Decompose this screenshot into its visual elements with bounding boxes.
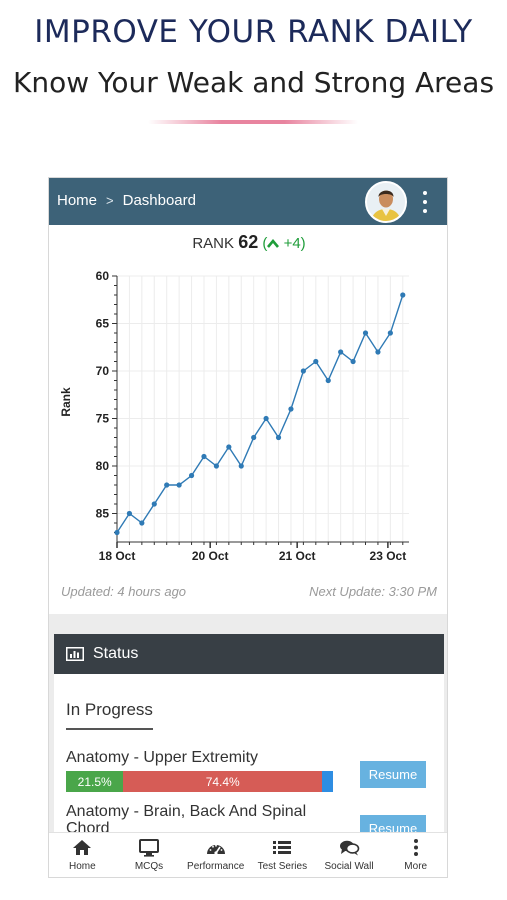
data-point <box>400 292 406 298</box>
breadcrumb-separator: > <box>106 193 114 208</box>
course-name: Anatomy - Upper Extremity <box>66 749 259 766</box>
data-point <box>387 330 393 336</box>
y-tick-label: 65 <box>96 317 110 331</box>
speedometer-icon <box>206 844 225 855</box>
next-update-time: Next Update: 3:30 PM <box>309 584 437 599</box>
data-point <box>188 472 195 479</box>
nav-performance[interactable]: Performance <box>182 833 249 877</box>
arrow-up-icon <box>267 238 280 248</box>
nav-label: Test Series <box>257 861 308 872</box>
promo-divider <box>148 120 358 124</box>
rank-label: RANK <box>192 235 235 252</box>
y-tick-label: 85 <box>96 507 110 521</box>
tab-in-progress[interactable]: In Progress <box>66 700 153 730</box>
data-point <box>350 358 356 365</box>
data-point <box>151 501 157 507</box>
x-tick-label: 23 Oct <box>370 549 407 563</box>
data-point <box>126 510 133 517</box>
rank-series-line <box>116 294 404 533</box>
y-axis-label: Rank <box>59 387 73 417</box>
updated-time: Updated: 4 hours ago <box>61 584 187 599</box>
nav-mcqs[interactable]: MCQs <box>116 833 183 877</box>
nav-label: Home <box>68 861 96 872</box>
data-point <box>375 349 381 355</box>
y-tick-label: 75 <box>96 412 110 426</box>
nav-social-wall[interactable]: Social Wall <box>316 833 383 877</box>
rank-change: ( +4) <box>262 235 305 252</box>
avatar[interactable] <box>365 181 407 223</box>
rank-value: 62 <box>238 232 259 252</box>
home-icon <box>73 840 92 855</box>
chat-icon <box>340 840 360 856</box>
data-point <box>238 463 244 469</box>
x-tick-label: 20 Oct <box>192 549 229 563</box>
data-point <box>313 358 319 365</box>
progress-remaining <box>322 771 333 792</box>
data-point <box>263 415 269 422</box>
promo-title: IMPROVE YOUR RANK DAILY <box>34 14 473 50</box>
data-point <box>164 482 170 488</box>
user-avatar-icon <box>367 183 405 221</box>
bottom-navigation: Home MCQs Performance <box>49 832 447 877</box>
data-point <box>275 434 282 441</box>
y-tick-label: 60 <box>96 269 110 283</box>
nav-more[interactable]: More <box>382 833 447 877</box>
rank-change-open: ( <box>262 235 268 252</box>
nav-home[interactable]: Home <box>49 833 116 877</box>
y-tick-label: 80 <box>96 459 110 473</box>
x-tick-label: 18 Oct <box>99 549 136 563</box>
course-progress-bar: 21.5% 74.4% <box>66 771 333 792</box>
nav-label: Performance <box>187 861 245 872</box>
monitor-icon <box>139 839 159 857</box>
data-point <box>251 434 257 441</box>
data-point <box>288 406 294 412</box>
rank-change-close: ) <box>300 235 306 252</box>
rank-line-chart: 60 65 70 75 80 85 18 Oct 20 Oct 21 Oct 23 Oct Ran… <box>59 269 409 563</box>
data-point <box>338 349 344 355</box>
app-header: Home > Dashboard <box>49 178 447 225</box>
data-point <box>114 529 120 536</box>
data-point <box>139 520 145 526</box>
phone-screen: Home > Dashboard RANK 62 ( +4) 60 65 70 75 8… <box>48 177 448 878</box>
nav-label: MCQs <box>134 861 164 872</box>
breadcrumb: Home > Dashboard <box>57 192 196 209</box>
rank-summary: RANK 62 ( +4) <box>49 232 447 253</box>
progress-wrong: 74.4% <box>123 771 323 792</box>
data-point <box>300 368 306 374</box>
status-header: Status <box>54 634 444 674</box>
data-point <box>201 453 207 460</box>
breadcrumb-home[interactable]: Home <box>57 192 98 209</box>
data-point <box>213 463 220 469</box>
status-title: Status <box>93 645 139 662</box>
y-tick-label: 70 <box>96 364 110 378</box>
rank-change-value: +4 <box>283 235 301 252</box>
nav-label: More <box>404 861 428 872</box>
data-point <box>325 377 331 384</box>
data-point <box>362 330 369 336</box>
nav-label: Social Wall <box>324 861 374 872</box>
bar-chart-icon <box>66 647 84 661</box>
data-point <box>226 444 232 450</box>
nav-test-series[interactable]: Test Series <box>249 833 316 877</box>
data-point <box>176 482 182 488</box>
promo-subtitle: Know Your Weak and Strong Areas <box>12 66 495 99</box>
overflow-menu-icon[interactable] <box>417 191 433 213</box>
x-tick-label: 21 Oct <box>279 549 316 563</box>
breadcrumb-dashboard: Dashboard <box>122 192 196 209</box>
progress-correct: 21.5% <box>66 771 124 792</box>
list-icon <box>273 841 292 854</box>
more-vertical-icon <box>413 839 418 856</box>
resume-button[interactable]: Resume <box>360 761 426 788</box>
